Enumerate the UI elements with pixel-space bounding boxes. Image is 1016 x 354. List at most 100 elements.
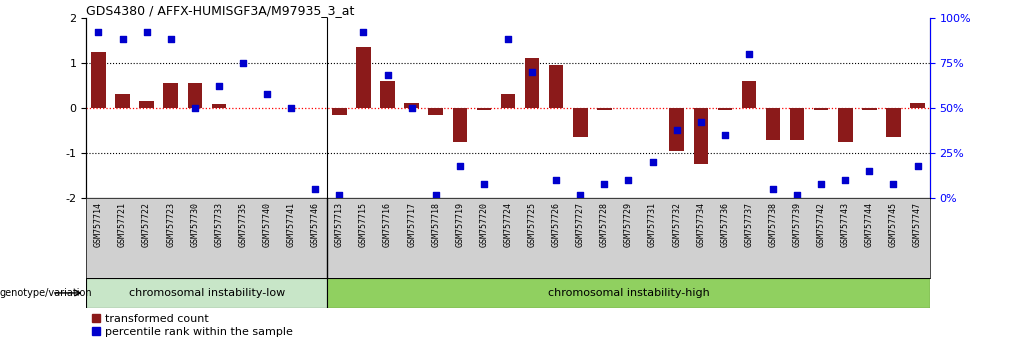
- Bar: [525, 58, 539, 108]
- Text: GSM757731: GSM757731: [648, 202, 657, 247]
- Bar: [886, 108, 901, 137]
- Text: GSM757742: GSM757742: [817, 202, 826, 247]
- Text: GSM757730: GSM757730: [190, 202, 199, 247]
- Point: [862, 168, 878, 174]
- Point: [403, 105, 420, 111]
- Text: GSM757735: GSM757735: [239, 202, 248, 247]
- Bar: [742, 81, 756, 108]
- Text: GSM757713: GSM757713: [335, 202, 343, 247]
- Text: GSM757741: GSM757741: [287, 202, 296, 247]
- Text: GSM757734: GSM757734: [696, 202, 705, 247]
- Bar: [115, 95, 130, 108]
- Text: GSM757714: GSM757714: [93, 202, 103, 247]
- Text: GSM757717: GSM757717: [407, 202, 417, 247]
- Text: GSM757743: GSM757743: [841, 202, 849, 247]
- Point: [813, 181, 829, 187]
- Bar: [717, 108, 733, 110]
- Bar: [910, 103, 925, 108]
- Bar: [694, 108, 708, 164]
- Point: [669, 127, 685, 132]
- Text: GSM757729: GSM757729: [624, 202, 633, 247]
- Point: [621, 177, 637, 183]
- Text: GSM757744: GSM757744: [865, 202, 874, 247]
- Text: GSM757726: GSM757726: [552, 202, 561, 247]
- Text: GSM757747: GSM757747: [913, 202, 923, 247]
- Point: [210, 84, 227, 89]
- Bar: [670, 108, 684, 151]
- Bar: [452, 108, 467, 142]
- Text: genotype/variation: genotype/variation: [0, 288, 92, 298]
- Text: GSM757723: GSM757723: [167, 202, 175, 247]
- Text: GSM757740: GSM757740: [262, 202, 271, 247]
- Text: chromosomal instability-low: chromosomal instability-low: [129, 288, 284, 298]
- Point: [452, 163, 468, 169]
- Text: GSM757746: GSM757746: [311, 202, 320, 247]
- Bar: [477, 108, 491, 110]
- Bar: [332, 108, 346, 115]
- Point: [163, 36, 179, 42]
- Bar: [863, 108, 877, 110]
- Bar: [597, 108, 612, 110]
- Bar: [766, 108, 780, 139]
- Text: GSM757727: GSM757727: [576, 202, 585, 247]
- Bar: [91, 52, 106, 108]
- Point: [379, 73, 395, 78]
- Text: chromosomal instability-high: chromosomal instability-high: [548, 288, 709, 298]
- Text: GDS4380 / AFFX-HUMISGF3A/M97935_3_at: GDS4380 / AFFX-HUMISGF3A/M97935_3_at: [85, 4, 354, 17]
- Bar: [573, 108, 587, 137]
- Bar: [327, 278, 930, 308]
- Text: GSM757716: GSM757716: [383, 202, 392, 247]
- Text: GSM757733: GSM757733: [214, 202, 224, 247]
- Bar: [501, 95, 515, 108]
- Point: [331, 192, 347, 198]
- Point: [837, 177, 853, 183]
- Text: GSM757718: GSM757718: [431, 202, 440, 247]
- Bar: [188, 83, 202, 108]
- Point: [356, 29, 372, 35]
- Point: [765, 187, 781, 192]
- Text: GSM757732: GSM757732: [673, 202, 681, 247]
- Bar: [139, 101, 153, 108]
- Text: GSM757739: GSM757739: [792, 202, 802, 247]
- Point: [138, 29, 154, 35]
- Text: GSM757719: GSM757719: [455, 202, 464, 247]
- Text: GSM757745: GSM757745: [889, 202, 898, 247]
- Point: [789, 192, 806, 198]
- Bar: [549, 65, 564, 108]
- Bar: [404, 103, 419, 108]
- Text: GSM757721: GSM757721: [118, 202, 127, 247]
- Point: [307, 187, 323, 192]
- Text: GSM757722: GSM757722: [142, 202, 151, 247]
- Bar: [429, 108, 443, 115]
- Bar: [380, 81, 395, 108]
- Point: [475, 181, 492, 187]
- Bar: [838, 108, 852, 142]
- Point: [115, 36, 131, 42]
- Bar: [814, 108, 828, 110]
- Point: [596, 181, 613, 187]
- Text: GSM757728: GSM757728: [599, 202, 609, 247]
- Text: GSM757715: GSM757715: [359, 202, 368, 247]
- Text: GSM757737: GSM757737: [745, 202, 754, 247]
- Text: GSM757725: GSM757725: [527, 202, 536, 247]
- Bar: [789, 108, 805, 139]
- Point: [187, 105, 203, 111]
- Point: [572, 192, 588, 198]
- Bar: [357, 47, 371, 108]
- Bar: [211, 104, 227, 108]
- Point: [909, 163, 926, 169]
- Text: GSM757736: GSM757736: [720, 202, 729, 247]
- Bar: [164, 83, 178, 108]
- Point: [693, 120, 709, 125]
- Text: GSM757738: GSM757738: [768, 202, 777, 247]
- Bar: [86, 278, 327, 308]
- Point: [644, 159, 660, 165]
- Point: [283, 105, 300, 111]
- Point: [259, 91, 275, 96]
- Text: GSM757724: GSM757724: [504, 202, 512, 247]
- Point: [90, 29, 107, 35]
- Point: [524, 69, 541, 75]
- Point: [741, 51, 757, 57]
- Point: [235, 60, 251, 66]
- Point: [428, 192, 444, 198]
